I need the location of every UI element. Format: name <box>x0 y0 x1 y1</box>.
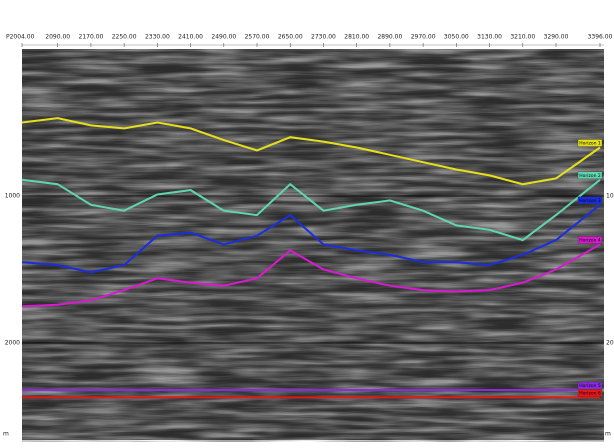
x-tick-label: 3050.00 <box>444 34 469 41</box>
x-tick-label: 2170.00 <box>79 34 104 41</box>
x-tick-label: 3290.00 <box>544 34 569 41</box>
y-tick-label-right: 1000 <box>606 192 614 199</box>
x-tick-label: 2970.00 <box>411 34 436 41</box>
x-tick-label: 3396.00 <box>588 34 613 41</box>
horizon-label: Horizon 4 <box>578 237 602 244</box>
x-tick-label: 2490.00 <box>211 34 236 41</box>
x-tick-label: 2410.00 <box>178 34 203 41</box>
horizon-label-text: Horizon 2 <box>579 173 601 179</box>
y-axis-label-right: m <box>605 431 611 438</box>
y-tick-label-right: 2000 <box>606 339 614 346</box>
y-tick-label: 1000 <box>5 192 20 199</box>
chart: P m m 2004.002090.002170.002250.002330.0… <box>0 0 614 448</box>
x-tick-label: 2730.00 <box>311 34 336 41</box>
x-tick-label: 3130.00 <box>477 34 502 41</box>
x-tick-label: 2650.00 <box>278 34 303 41</box>
horizon-label: Horizon 1 <box>578 139 602 146</box>
horizon-label-text: Horizon 4 <box>579 238 601 244</box>
x-tick-label: 2570.00 <box>245 34 270 41</box>
x-tick-label: 3210.00 <box>510 34 535 41</box>
horizon-label-text: Horizon 5 <box>579 383 601 389</box>
seismic-texture-light <box>22 51 604 442</box>
horizon-label: Horizon 2 <box>578 172 602 179</box>
horizon-label: Horizon 3 <box>578 197 602 204</box>
horizon-label: Horizon 6 <box>578 389 602 396</box>
horizon-label: Horizon 5 <box>578 382 602 389</box>
x-tick-label: 2810.00 <box>344 34 369 41</box>
x-tick-label: 2250.00 <box>112 34 137 41</box>
y-axis-label: m <box>3 431 9 438</box>
x-tick-label: 2330.00 <box>145 34 170 41</box>
horizon-label-text: Horizon 3 <box>579 198 601 204</box>
horizon-label-text: Horizon 6 <box>579 390 601 396</box>
x-tick-label: 2890.00 <box>377 34 402 41</box>
y-tick-label: 2000 <box>5 339 20 346</box>
horizon-label-text: Horizon 1 <box>579 140 601 146</box>
x-tick-label: 2004.00 <box>10 34 35 41</box>
x-tick-label: 2090.00 <box>45 34 70 41</box>
